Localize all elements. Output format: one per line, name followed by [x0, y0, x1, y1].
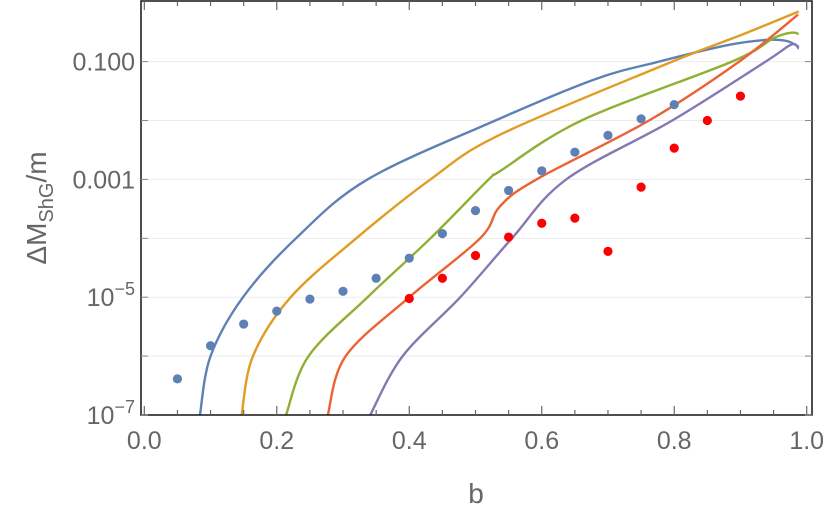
data-point-series-2 — [735, 91, 746, 101]
x-tick-label: 0.8 — [657, 427, 692, 455]
data-point-series-1 — [371, 273, 381, 283]
data-point-series-2 — [437, 273, 447, 283]
data-point-series-1 — [239, 319, 249, 329]
curves — [198, 10, 800, 415]
y-tick-label: 10−7 — [87, 397, 135, 430]
data-point-series-1 — [537, 166, 547, 176]
data-point-series-1 — [570, 147, 580, 157]
x-tick-label: 0.0 — [127, 427, 162, 455]
y-axis-label: ΔMShG/m — [21, 151, 58, 264]
y-tick-label: 0.100 — [72, 49, 135, 77]
data-point-series-1 — [305, 294, 315, 304]
data-point-series-1 — [338, 286, 348, 296]
data-point-series-2 — [470, 250, 481, 261]
grid — [141, 61, 812, 357]
data-point-series-1 — [470, 206, 481, 216]
x-tick-label: 0.2 — [259, 427, 294, 455]
data-point-series-1 — [404, 253, 414, 263]
data-point-series-2 — [636, 182, 646, 192]
plot-frame — [140, 0, 813, 416]
scatter-points — [172, 91, 746, 384]
ticks — [141, 1, 812, 416]
data-point-series-2 — [603, 246, 613, 256]
x-axis-label: b — [468, 478, 484, 509]
data-point-series-1 — [205, 341, 216, 351]
data-point-series-1 — [504, 185, 514, 196]
data-point-series-1 — [669, 100, 679, 110]
data-point-series-2 — [669, 143, 679, 153]
y-tick-label: 10−5 — [87, 279, 135, 312]
y-tick-label: 0.001 — [72, 166, 135, 194]
curve-3 — [284, 31, 800, 415]
data-point-series-2 — [404, 293, 414, 304]
curve-1 — [198, 38, 800, 415]
data-point-series-1 — [636, 114, 646, 124]
data-point-series-2 — [504, 232, 514, 242]
data-point-series-1 — [172, 374, 183, 384]
tick-labels: 0.0 0.2 0.4 0.6 0.8 1.0 10−7 10−5 0.001 0.100 — [72, 49, 824, 455]
x-tick-label: 0.4 — [392, 427, 427, 455]
data-point-series-2 — [570, 213, 580, 223]
curve-4 — [326, 13, 799, 415]
data-point-series-1 — [603, 130, 613, 140]
curve-2 — [240, 10, 800, 415]
data-point-series-1 — [272, 306, 282, 316]
x-tick-label: 1.0 — [789, 427, 824, 455]
data-point-series-2 — [702, 115, 712, 126]
x-tick-label: 0.6 — [524, 427, 559, 455]
data-point-series-1 — [437, 229, 447, 239]
data-point-series-2 — [537, 218, 547, 228]
curve-5 — [369, 42, 800, 415]
